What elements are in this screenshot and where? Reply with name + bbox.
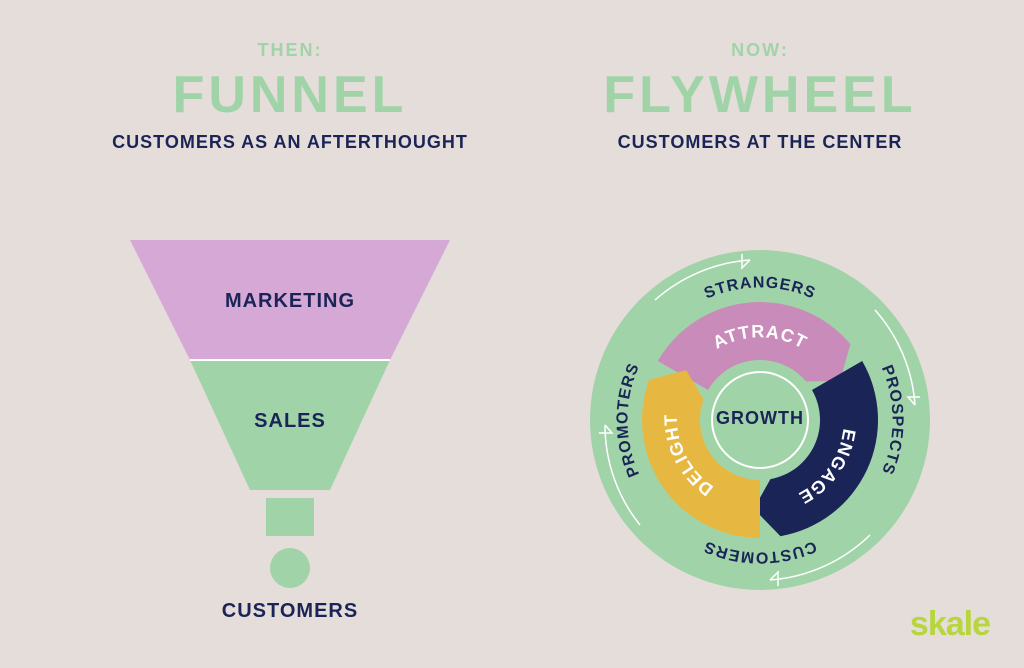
flywheel-headline: FLYWHEEL [540,65,980,125]
funnel-customers-label: CUSTOMERS [130,600,450,623]
flywheel-center-label: GROWTH [570,408,950,429]
funnel-column: THEN: FUNNEL CUSTOMERS AS AN AFTERTHOUGH… [80,40,500,154]
flywheel-eyebrow: NOW: [540,40,980,61]
funnel-marketing-label: MARKETING [130,290,450,313]
brand-logo: skale [910,605,990,644]
funnel-neck [266,498,314,536]
funnel-ball [270,548,310,588]
funnel-subhead: CUSTOMERS AS AN AFTERTHOUGHT [80,131,500,154]
funnel-sales-label: SALES [130,410,450,433]
funnel-headline: FUNNEL [80,65,500,125]
flywheel-graphic: STRANGERS PROSPECTS CUSTOMERS PROMOTERS … [570,230,950,610]
funnel-eyebrow: THEN: [80,40,500,61]
flywheel-subhead: CUSTOMERS AT THE CENTER [540,131,980,154]
flywheel-column: NOW: FLYWHEEL CUSTOMERS AT THE CENTER [540,40,980,154]
funnel-graphic: MARKETING SALES [130,240,450,600]
